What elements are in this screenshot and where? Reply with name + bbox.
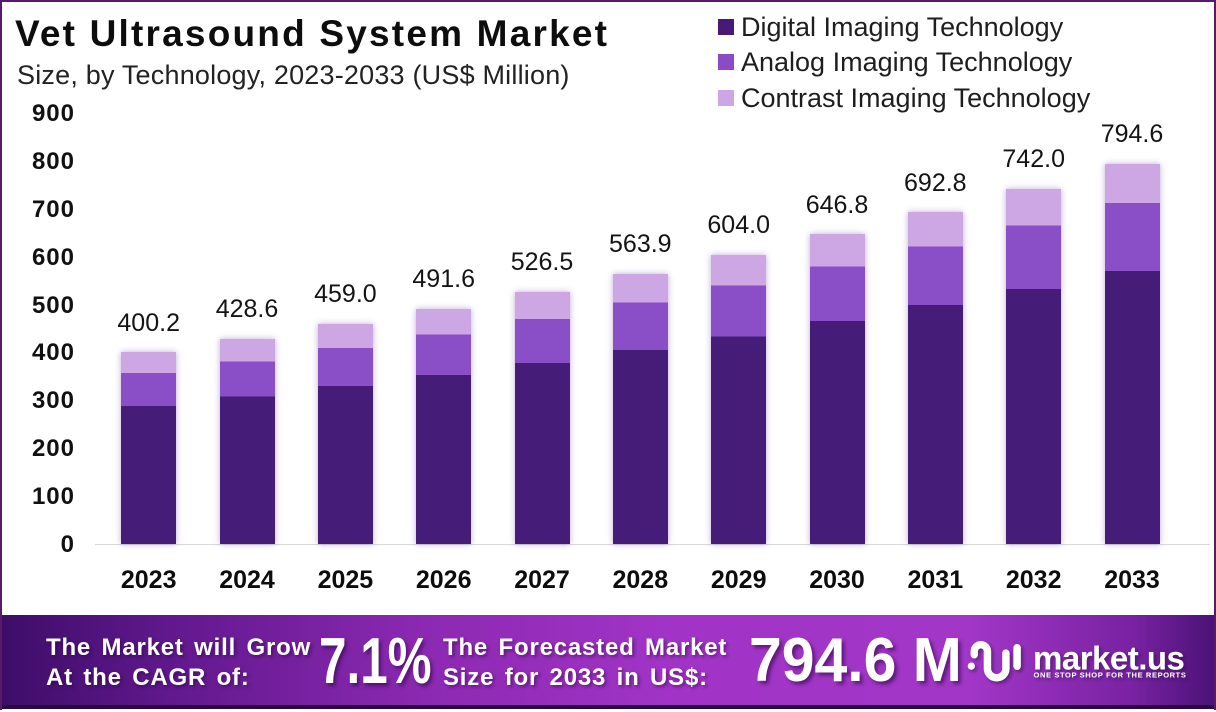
- svg-text:market.us: market.us: [1033, 640, 1184, 677]
- svg-text:ONE STOP SHOP FOR THE REPORTS: ONE STOP SHOP FOR THE REPORTS: [1034, 671, 1187, 680]
